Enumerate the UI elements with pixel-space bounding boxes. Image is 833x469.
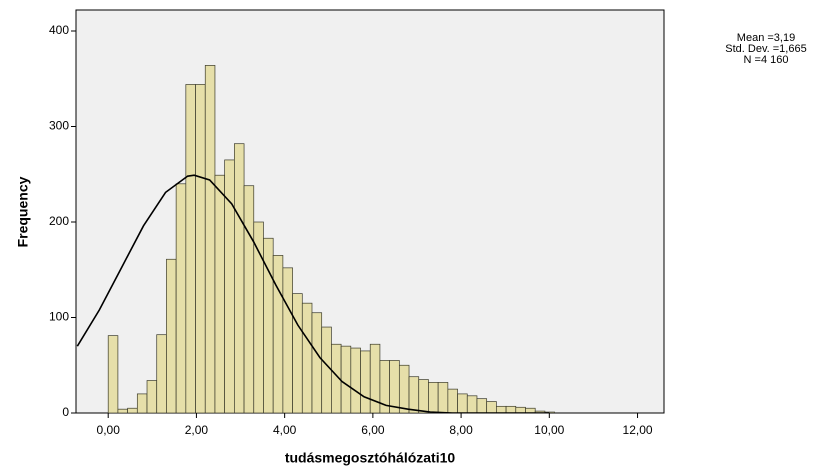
bar bbox=[350, 347, 361, 413]
y-tick-label: 300 bbox=[49, 119, 69, 133]
bar bbox=[447, 388, 458, 413]
stats-line: Mean =3,19 bbox=[737, 32, 795, 44]
x-tick-label: 12,00 bbox=[623, 423, 653, 437]
bar bbox=[486, 401, 497, 413]
bar bbox=[272, 255, 284, 413]
bar bbox=[525, 407, 536, 413]
bar bbox=[515, 406, 526, 413]
bar bbox=[476, 398, 488, 413]
x-tick-label: 2,00 bbox=[185, 423, 209, 437]
x-axis-title: tudásmegosztóhálózati10 bbox=[285, 450, 456, 466]
y-tick-label: 400 bbox=[49, 23, 69, 37]
bar bbox=[398, 364, 410, 413]
bar bbox=[418, 379, 429, 413]
x-tick-label: 8,00 bbox=[449, 423, 473, 437]
bar bbox=[156, 334, 167, 413]
bar bbox=[408, 376, 420, 413]
bar bbox=[243, 185, 255, 413]
bar bbox=[457, 393, 468, 413]
bar bbox=[301, 302, 313, 413]
bar bbox=[214, 174, 226, 413]
bar bbox=[505, 405, 517, 413]
bar bbox=[185, 84, 196, 413]
stats-line: Std. Dev. =1,665 bbox=[725, 43, 806, 55]
bar bbox=[340, 345, 352, 413]
bar bbox=[496, 405, 507, 413]
x-tick-label: 4,00 bbox=[273, 423, 297, 437]
y-axis-title: Frequency bbox=[15, 176, 31, 247]
bar bbox=[117, 408, 128, 413]
y-tick-label: 0 bbox=[62, 405, 69, 419]
bar bbox=[127, 407, 138, 413]
bar bbox=[311, 312, 323, 413]
bar bbox=[204, 65, 216, 413]
bar bbox=[466, 395, 478, 413]
bar bbox=[107, 335, 119, 413]
bar bbox=[146, 380, 158, 413]
stats-line: N =4 160 bbox=[744, 54, 789, 66]
y-tick-label: 200 bbox=[49, 214, 69, 228]
bar bbox=[195, 84, 206, 413]
bar bbox=[321, 326, 332, 413]
bar bbox=[234, 143, 245, 413]
x-tick-label: 0,00 bbox=[97, 423, 121, 437]
bar bbox=[292, 293, 303, 413]
bar bbox=[282, 267, 293, 413]
y-tick-label: 100 bbox=[49, 310, 69, 324]
normal-curve bbox=[76, 174, 550, 413]
bar bbox=[437, 382, 449, 413]
x-tick-label: 6,00 bbox=[361, 423, 385, 437]
bars bbox=[107, 65, 555, 413]
bar bbox=[175, 183, 187, 413]
bar bbox=[428, 382, 439, 413]
bar bbox=[136, 393, 148, 413]
bar bbox=[166, 258, 177, 413]
bar bbox=[389, 360, 400, 413]
bar bbox=[360, 350, 371, 413]
x-tick-label: 10,00 bbox=[534, 423, 564, 437]
